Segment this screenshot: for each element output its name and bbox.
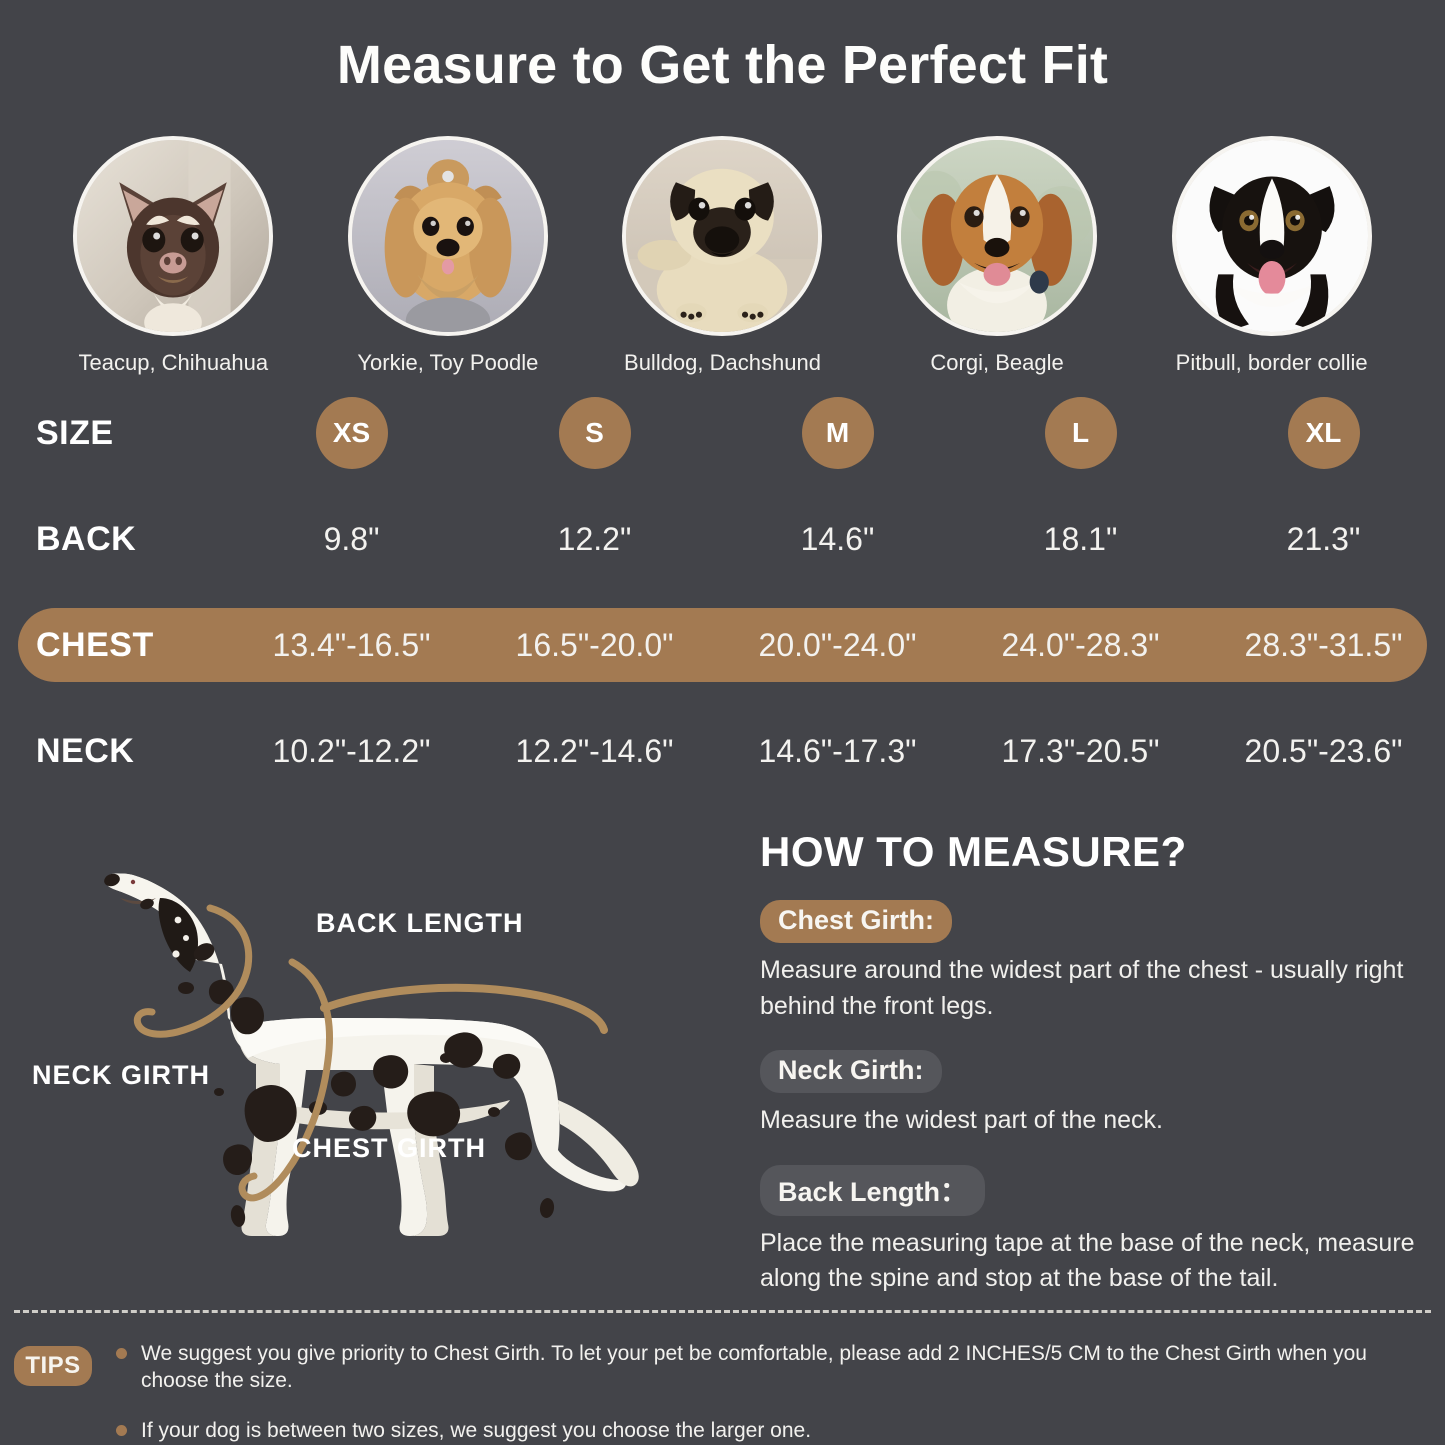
dog-measurement-illustration	[0, 820, 740, 1290]
size-badge: XL	[1287, 397, 1360, 469]
table-row-back: BACK 9.8" 12.2" 14.6" 18.1" 21.3"	[0, 502, 1445, 576]
back-length-description: Place the measuring tape at the base of …	[760, 1228, 1415, 1293]
size-badge: L	[1044, 397, 1117, 469]
breed-label: Teacup, Chihuahua	[78, 350, 269, 375]
size-badge: XS	[315, 397, 388, 469]
tip-text: We suggest you give priority to Chest Gi…	[141, 1342, 1367, 1393]
back-length-label: BACK LENGTH	[316, 908, 524, 938]
neck-girth-term: Neck Girth:	[760, 1050, 942, 1093]
yorkie-photo	[347, 136, 548, 336]
neck-girth-description: Measure the widest part of the neck.	[760, 1106, 1163, 1134]
dog-spots	[140, 898, 555, 1227]
size-cell-s: S	[473, 397, 716, 469]
back-length-term: Back Length：	[760, 1164, 986, 1216]
size-cell-m: M	[716, 397, 959, 469]
size-badge: S	[558, 397, 631, 469]
lower-section: HOW TO MEASURE? Chest Girth: Measure aro…	[0, 820, 1445, 1292]
size-cell-xs: XS	[230, 397, 473, 469]
back-cell-xl: 21.3"	[1286, 520, 1361, 557]
breed-cell-xs: Teacup, Chihuahua	[36, 136, 311, 376]
breed-cell-m: Bulldog, Dachshund	[585, 136, 860, 376]
tip-item: We suggest you give priority to Chest Gi…	[116, 1340, 1431, 1395]
page-title: Measure to Get the Perfect Fit	[336, 35, 1109, 95]
beagle-photo	[897, 136, 1098, 336]
neck-cell-m: 14.6"-17.3"	[758, 732, 917, 769]
tip-item: If your dog is between two sizes, we sug…	[116, 1417, 1431, 1444]
size-badge: M	[801, 397, 874, 469]
chest-cell-m: 20.0"-24.0"	[758, 626, 917, 663]
tip-text: If your dog is between two sizes, we sug…	[141, 1418, 812, 1442]
row-label-back: BACK	[36, 519, 137, 558]
chest-cell-l: 24.0"-28.3"	[1001, 626, 1160, 663]
breed-cell-l: Corgi, Beagle	[860, 136, 1135, 376]
chest-girth-label: CHEST GIRTH	[292, 1133, 487, 1163]
tips-list: We suggest you give priority to Chest Gi…	[92, 1340, 1431, 1445]
size-cell-xl: XL	[1202, 397, 1445, 469]
breed-label: Bulldog, Dachshund	[624, 350, 821, 375]
back-cell-l: 18.1"	[1043, 520, 1118, 557]
breed-photo-row: Teacup, Chihuahua	[36, 136, 1409, 376]
row-label-size: SIZE	[36, 413, 114, 452]
size-cell-l: L	[959, 397, 1202, 469]
row-label-neck: NECK	[36, 731, 135, 770]
tips-badge: TIPS	[14, 1346, 92, 1386]
bullet-dot-icon	[116, 1424, 127, 1436]
measure-item-back: Back Length： Place the measuring tape at…	[760, 1164, 1445, 1297]
dalmatian-diagram-icon	[104, 873, 639, 1236]
back-cell-s: 12.2"	[557, 520, 632, 557]
border-collie-photo	[1171, 136, 1372, 336]
size-table: SIZE XS S M L XL BACK 9.8" 12.2" 14.6" 1…	[0, 396, 1445, 788]
chest-girth-term: Chest Girth:	[760, 900, 953, 943]
neck-cell-xl: 20.5"-23.6"	[1244, 732, 1403, 769]
chihuahua-photo	[73, 136, 274, 336]
neck-girth-loop	[133, 904, 253, 1038]
chest-cell-xs: 13.4"-16.5"	[272, 626, 431, 663]
back-cell-xs: 9.8"	[323, 520, 380, 557]
chest-row-highlight	[18, 608, 1427, 682]
table-row-size: SIZE XS S M L XL	[0, 396, 1445, 470]
neck-cell-l: 17.3"-20.5"	[1001, 732, 1160, 769]
back-length-loop	[320, 983, 608, 1034]
chest-girth-loop	[238, 958, 333, 1202]
measurement-loops	[133, 904, 608, 1202]
neck-cell-s: 12.2"-14.6"	[515, 732, 674, 769]
tips-section: TIPS We suggest you give priority to Che…	[14, 1340, 1431, 1445]
chest-cell-s: 16.5"-20.0"	[515, 626, 674, 663]
measure-item-neck: Neck Girth: Measure the widest part of t…	[760, 1050, 1445, 1139]
breed-label: Pitbull, border collie	[1175, 350, 1368, 375]
measure-item-chest: Chest Girth: Measure around the widest p…	[760, 900, 1445, 1024]
neck-girth-label: NECK GIRTH	[32, 1060, 210, 1090]
row-label-chest: CHEST	[36, 625, 154, 664]
chest-girth-description: Measure around the widest part of the ch…	[760, 956, 1404, 1020]
table-row-neck: NECK 10.2"-12.2" 12.2"-14.6" 14.6"-17.3"…	[0, 714, 1445, 788]
breed-label: Corgi, Beagle	[930, 350, 1064, 375]
table-row-chest: CHEST 13.4"-16.5" 16.5"-20.0" 20.0"-24.0…	[0, 608, 1445, 682]
how-to-measure-panel: HOW TO MEASURE? Chest Girth: Measure aro…	[740, 820, 1445, 1292]
breed-cell-s: Yorkie, Toy Poodle	[311, 136, 586, 376]
chest-cell-xl: 28.3"-31.5"	[1244, 626, 1403, 663]
how-to-measure-heading: HOW TO MEASURE?	[760, 828, 1187, 875]
breed-cell-xl: Pitbull, border collie	[1134, 136, 1409, 376]
dashed-divider	[14, 1310, 1431, 1313]
bullet-dot-icon	[116, 1348, 127, 1359]
neck-cell-xs: 10.2"-12.2"	[272, 732, 431, 769]
breed-label: Yorkie, Toy Poodle	[357, 350, 539, 375]
pug-photo	[622, 136, 823, 336]
back-cell-m: 14.6"	[800, 520, 875, 557]
